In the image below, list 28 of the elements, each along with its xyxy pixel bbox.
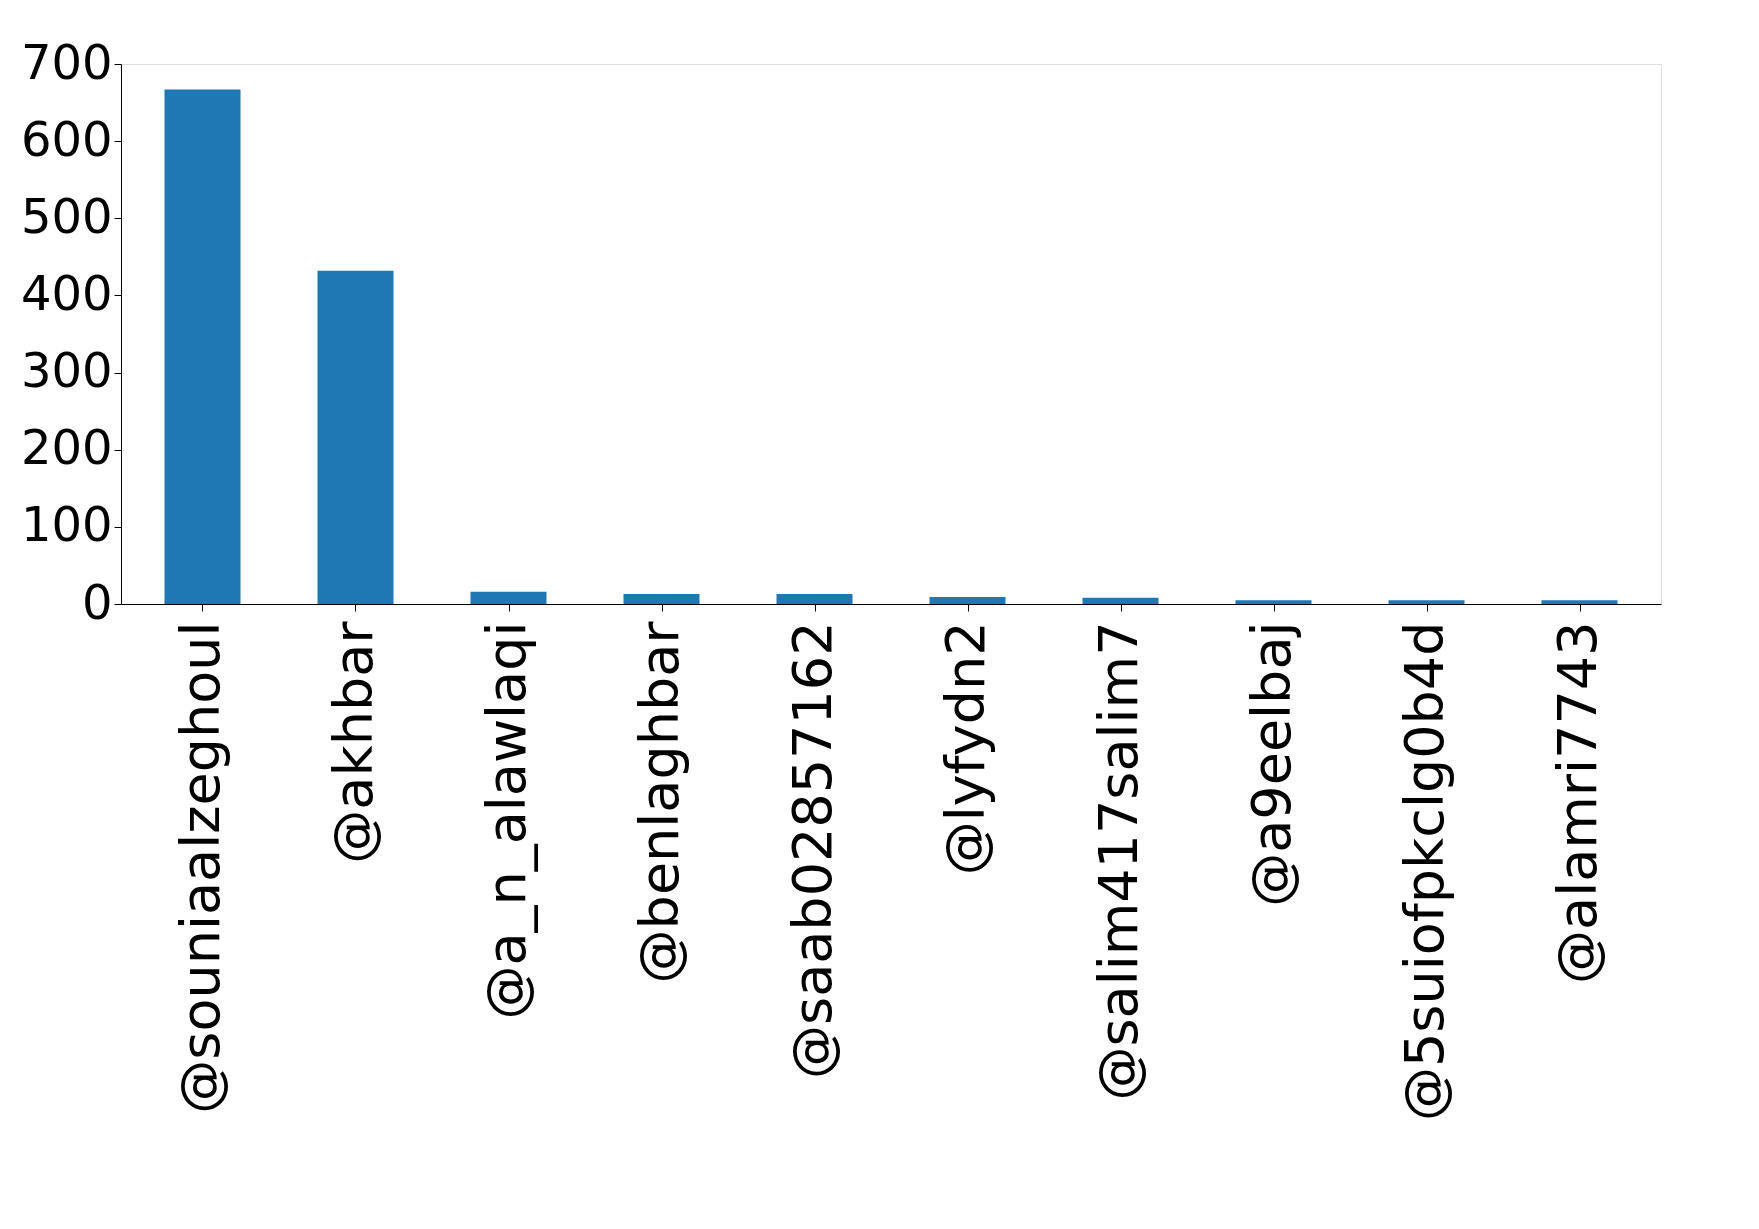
y-tick-label: 300	[20, 342, 113, 399]
x-tick-label: @5suiofpkclg0b4d	[1393, 621, 1456, 1122]
bar	[1082, 597, 1159, 604]
bar	[470, 591, 547, 604]
y-tick-label: 700	[20, 33, 113, 90]
x-tick-label: @alamri7743	[1546, 621, 1609, 984]
y-tick-label: 0	[81, 573, 113, 630]
bar	[317, 270, 394, 604]
x-tick-label: @souniaalzeghoul	[169, 621, 232, 1114]
bar	[1388, 600, 1465, 604]
x-tick-label: @akhbar	[322, 620, 385, 864]
bar	[929, 597, 1006, 604]
bar	[776, 593, 853, 604]
bar	[164, 89, 241, 604]
x-tick-label: @a_n_alawlaqi	[475, 621, 538, 1020]
x-tick-label: @lyfydn2	[934, 621, 997, 876]
x-tick-label: @salim417salim7	[1087, 621, 1150, 1101]
x-tick-label: @a9eelbaj	[1240, 621, 1303, 907]
x-tick-label: @saab02857162	[781, 621, 844, 1079]
bar	[1541, 600, 1618, 604]
y-tick-label: 200	[20, 419, 113, 476]
bar	[1235, 600, 1312, 604]
bar	[623, 593, 700, 604]
y-tick-label: 500	[20, 187, 113, 244]
y-tick-label: 100	[20, 496, 113, 553]
x-tick-label: @benlaghbar	[628, 620, 691, 984]
y-tick-label: 400	[20, 264, 113, 321]
y-tick-label: 600	[20, 110, 113, 167]
